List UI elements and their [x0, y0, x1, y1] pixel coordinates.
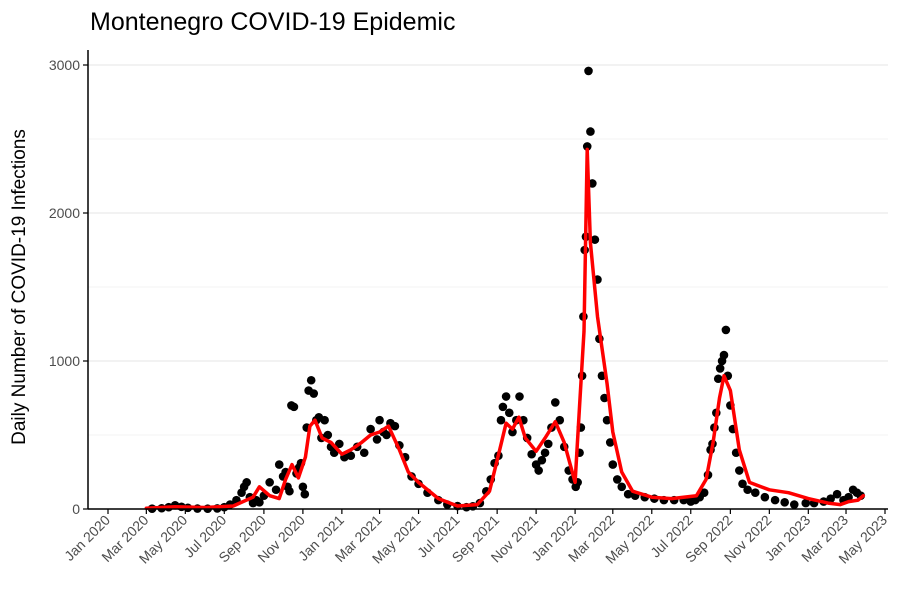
data-point: [582, 142, 592, 151]
data-point: [719, 350, 729, 360]
data-point: [826, 494, 835, 503]
grid-lines: [88, 64, 888, 510]
data-point: [760, 492, 770, 502]
y-tick-label: 1000: [49, 353, 80, 369]
data-point: [623, 489, 633, 499]
y-tick-label: 0: [72, 501, 80, 517]
data-point: [309, 389, 319, 398]
data-point: [584, 66, 593, 76]
data-point: [289, 402, 299, 412]
data-point: [844, 492, 853, 502]
data-point: [335, 439, 344, 449]
data-point: [735, 466, 744, 475]
data-point: [534, 466, 543, 475]
data-point: [255, 498, 264, 507]
data-point: [605, 438, 615, 447]
data-point: [832, 489, 842, 499]
data-point: [721, 325, 731, 335]
data-point: [285, 486, 294, 496]
data-point: [555, 415, 565, 425]
data-point: [242, 478, 251, 487]
data-point: [306, 375, 316, 385]
data-point: [780, 498, 789, 507]
data-point: [588, 179, 597, 188]
data-point: [770, 495, 780, 505]
data-point: [543, 439, 553, 449]
data-point: [540, 448, 550, 458]
data-point: [496, 415, 506, 425]
y-tick-label: 3000: [49, 57, 80, 73]
data-point: [590, 235, 600, 244]
data-point: [346, 451, 356, 461]
data-point: [537, 455, 547, 465]
data-point: [298, 482, 308, 492]
data-point: [715, 364, 725, 373]
data-point: [372, 435, 382, 444]
data-point: [382, 430, 391, 440]
data-point: [504, 408, 514, 418]
data-point: [527, 449, 536, 459]
trend-line: [144, 147, 866, 511]
data-points: [147, 66, 866, 514]
data-point: [750, 488, 760, 498]
data-point: [508, 427, 517, 437]
data-point: [323, 430, 333, 440]
data-point: [602, 415, 612, 425]
data-point: [550, 398, 560, 407]
data-point: [375, 415, 384, 425]
data-point: [600, 393, 609, 403]
data-point: [359, 448, 369, 458]
data-point: [617, 482, 627, 492]
data-point: [501, 392, 511, 401]
data-point: [801, 498, 811, 508]
data-point: [738, 479, 747, 489]
data-point: [612, 475, 622, 484]
data-point: [498, 402, 508, 412]
data-point: [743, 485, 752, 495]
data-point: [390, 421, 400, 431]
data-point: [274, 460, 284, 469]
chart-title: Montenegro COVID-19 Epidemic: [90, 8, 455, 36]
data-point: [586, 127, 595, 136]
data-point: [265, 478, 274, 487]
data-point: [713, 374, 723, 384]
data-point: [366, 424, 375, 434]
data-point: [699, 488, 709, 498]
data-point: [320, 415, 329, 425]
data-point: [789, 500, 799, 509]
data-point: [271, 485, 281, 495]
data-point: [608, 460, 618, 469]
y-tick-label: 2000: [49, 205, 80, 221]
data-point: [300, 489, 310, 499]
data-point: [515, 392, 524, 401]
y-axis-title: Daily Number of COVID-19 Infections: [9, 129, 30, 445]
